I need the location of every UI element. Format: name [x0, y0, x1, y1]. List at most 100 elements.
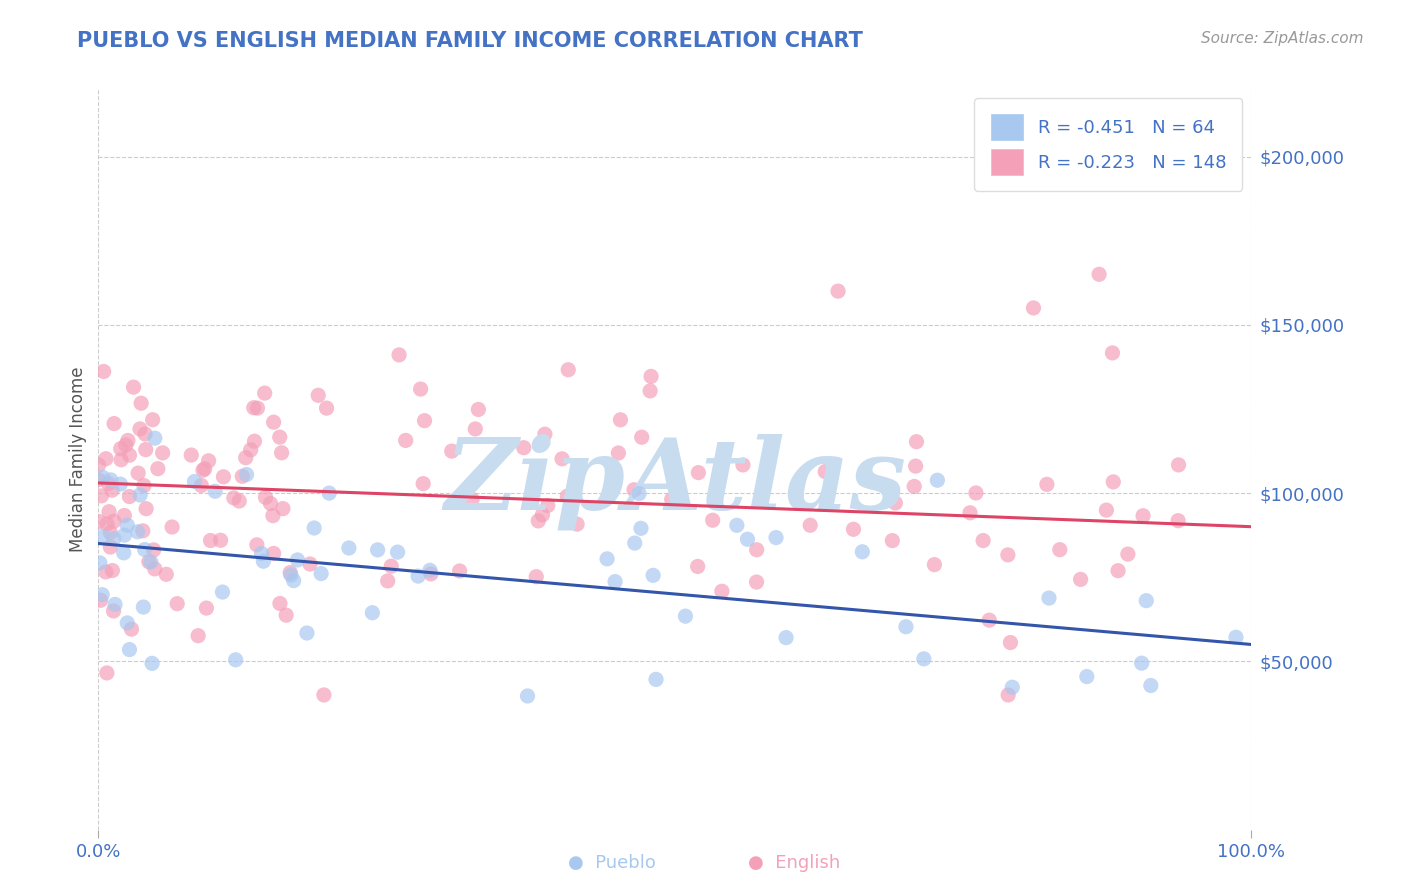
- Point: [302, 521, 325, 535]
- Point: [103, 604, 125, 618]
- Point: [419, 566, 441, 581]
- Point: [912, 652, 935, 666]
- Point: [87, 473, 110, 487]
- Point: [965, 486, 987, 500]
- Point: [103, 532, 125, 546]
- Point: [524, 570, 547, 584]
- Point: [607, 446, 630, 460]
- Point: [280, 568, 302, 582]
- Point: [395, 434, 418, 448]
- Point: [927, 473, 949, 487]
- Point: [96, 665, 118, 680]
- Point: [287, 553, 309, 567]
- Point: [263, 415, 285, 429]
- Point: [118, 642, 141, 657]
- Point: [135, 442, 157, 457]
- Point: [142, 413, 165, 427]
- Point: [710, 584, 733, 599]
- Point: [121, 622, 143, 636]
- Point: [461, 492, 484, 507]
- Point: [765, 531, 787, 545]
- Point: [91, 588, 114, 602]
- Point: [114, 528, 136, 542]
- Point: [191, 463, 214, 477]
- Point: [250, 547, 273, 561]
- Point: [200, 533, 222, 548]
- Point: [194, 461, 217, 475]
- Point: [101, 483, 124, 497]
- Point: [904, 459, 927, 474]
- Point: [187, 629, 209, 643]
- Point: [1036, 477, 1059, 491]
- Point: [253, 386, 276, 401]
- Point: [103, 417, 125, 431]
- Point: [138, 555, 160, 569]
- Point: [1001, 680, 1024, 694]
- Point: [1102, 475, 1125, 489]
- Point: [596, 552, 619, 566]
- Point: [98, 525, 121, 540]
- Point: [101, 564, 124, 578]
- Point: [235, 467, 257, 482]
- Point: [132, 478, 155, 492]
- Point: [409, 382, 432, 396]
- Point: [309, 566, 332, 581]
- Point: [243, 434, 266, 449]
- Point: [90, 489, 112, 503]
- Point: [235, 450, 257, 465]
- Point: [115, 438, 138, 452]
- Point: [814, 465, 837, 479]
- Point: [565, 517, 588, 532]
- Point: [89, 556, 111, 570]
- Point: [254, 491, 277, 505]
- Point: [112, 508, 135, 523]
- Point: [112, 546, 135, 560]
- Point: [979, 613, 1001, 627]
- Point: [259, 496, 281, 510]
- Point: [1000, 635, 1022, 649]
- Point: [609, 413, 631, 427]
- Point: [1167, 514, 1189, 528]
- Point: [231, 469, 253, 483]
- Text: Source: ZipAtlas.com: Source: ZipAtlas.com: [1201, 31, 1364, 46]
- Point: [143, 431, 166, 445]
- Point: [129, 396, 152, 410]
- Point: [1130, 656, 1153, 670]
- Legend: R = -0.451   N = 64, R = -0.223   N = 148: R = -0.451 N = 64, R = -0.223 N = 148: [974, 98, 1243, 191]
- Point: [122, 380, 145, 394]
- Point: [262, 508, 284, 523]
- Point: [146, 461, 169, 475]
- Point: [628, 486, 651, 500]
- Point: [1088, 268, 1111, 282]
- Point: [668, 488, 690, 502]
- Point: [643, 568, 665, 582]
- Point: [318, 486, 340, 500]
- Point: [252, 554, 274, 568]
- Point: [143, 562, 166, 576]
- Point: [827, 284, 849, 298]
- Point: [1049, 542, 1071, 557]
- Point: [118, 448, 141, 462]
- Point: [537, 499, 560, 513]
- Point: [1022, 301, 1045, 315]
- Point: [134, 427, 156, 442]
- Point: [419, 563, 441, 577]
- Point: [141, 657, 163, 671]
- Point: [246, 401, 269, 416]
- Point: [630, 430, 652, 444]
- Point: [527, 514, 550, 528]
- Point: [1132, 508, 1154, 523]
- Point: [551, 451, 574, 466]
- Point: [312, 688, 335, 702]
- Point: [110, 442, 132, 456]
- Point: [118, 490, 141, 504]
- Y-axis label: Median Family Income: Median Family Income: [69, 367, 87, 552]
- Point: [142, 542, 165, 557]
- Point: [90, 593, 112, 607]
- Point: [413, 414, 436, 428]
- Point: [440, 444, 463, 458]
- Point: [246, 538, 269, 552]
- Point: [155, 567, 177, 582]
- Point: [180, 448, 202, 462]
- Point: [745, 575, 768, 590]
